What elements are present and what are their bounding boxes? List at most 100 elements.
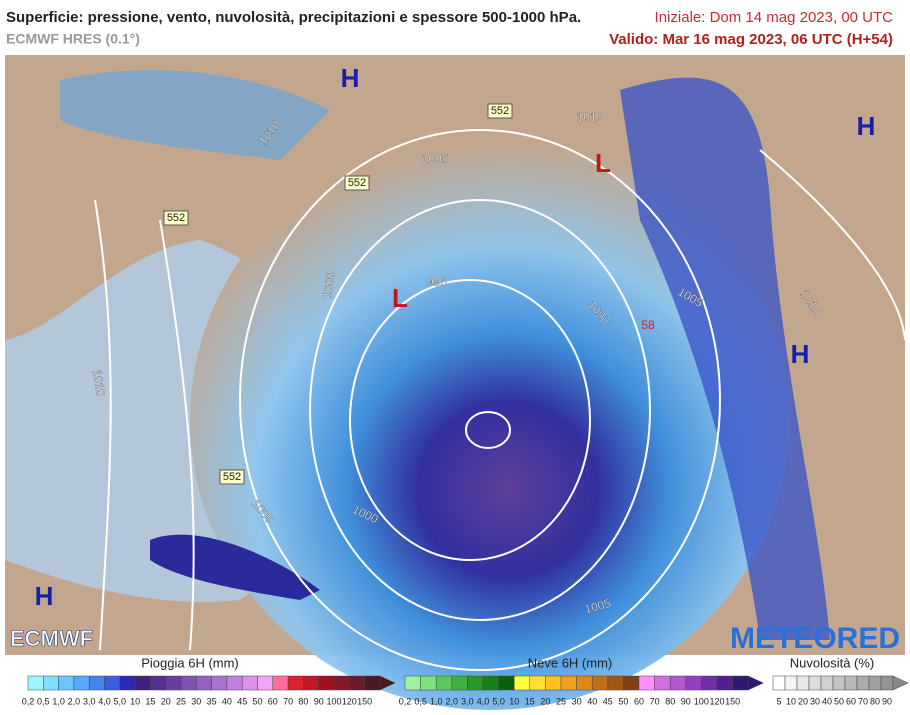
legend-label: 50 — [618, 696, 628, 706]
precip-band — [60, 70, 330, 160]
legend-label: 10 — [130, 696, 140, 706]
initial-time: Iniziale: Dom 14 mag 2023, 00 UTC — [655, 9, 894, 26]
legend-swatch — [272, 675, 289, 691]
legend-arrow — [379, 675, 396, 691]
legend-label: 70 — [650, 696, 660, 706]
legend-swatch — [498, 675, 515, 691]
isobar-label: 1010 — [577, 110, 604, 124]
legend-arrow — [892, 675, 909, 691]
cyclone — [190, 130, 790, 710]
legend-label: 1,0 — [52, 696, 65, 706]
legend-title: Neve 6H (mm) — [528, 655, 613, 670]
pressure-center: H — [857, 111, 876, 141]
legend-label: 25 — [176, 696, 186, 706]
legend-swatch — [257, 675, 274, 691]
thickness-label: 552 — [348, 177, 366, 189]
legend-swatch — [796, 675, 810, 691]
legend-swatch — [150, 675, 166, 691]
legend-label: 150 — [357, 696, 372, 706]
legend-label: 0,2 — [22, 696, 35, 706]
legend-swatch — [287, 675, 304, 691]
legend-label: 60 — [846, 696, 856, 706]
legend-swatch — [513, 675, 531, 691]
legend-swatch — [576, 675, 593, 691]
legend-label: 10 — [509, 696, 519, 706]
legend-label: 3,0 — [461, 696, 474, 706]
legend-swatch — [820, 675, 834, 691]
legend-label: 40 — [587, 696, 597, 706]
legend-label: 30 — [191, 696, 201, 706]
legend-label: 30 — [810, 696, 820, 706]
legend-label: 0,5 — [37, 696, 50, 706]
legend-swatch — [591, 675, 609, 691]
legend-swatch — [404, 675, 421, 691]
precip-band — [620, 77, 830, 640]
legend-swatch — [607, 675, 624, 691]
thickness-label: 552 — [223, 471, 241, 483]
legend-swatch — [435, 675, 453, 691]
legend-swatch — [685, 675, 702, 691]
legend-swatch — [226, 675, 243, 691]
legend-label: 0,5 — [414, 696, 427, 706]
legend-swatch — [73, 675, 90, 691]
legend-swatch — [58, 675, 75, 691]
legend-swatch — [560, 675, 577, 691]
isobar-label: 1010 — [90, 368, 108, 397]
legend-swatch — [451, 675, 468, 691]
legend-swatch — [868, 675, 882, 691]
legend-label: 45 — [603, 696, 613, 706]
thickness-box — [487, 103, 513, 119]
thickness-label: 552 — [491, 105, 509, 117]
legend-label: 4,0 — [477, 696, 490, 706]
thickness-box — [344, 175, 370, 191]
legend-swatch — [808, 675, 822, 691]
legend-swatch — [772, 675, 786, 691]
legend-label: 60 — [268, 696, 278, 706]
legend-swatch — [134, 675, 151, 691]
isobar-label: 1005 — [422, 152, 449, 166]
legend-label: 15 — [525, 696, 535, 706]
map — [5, 55, 906, 710]
legend-swatch — [104, 675, 121, 691]
isobar-label: 58 — [641, 318, 655, 332]
pressure-center: H — [35, 581, 54, 611]
legend-label: 100 — [326, 696, 341, 706]
legend-swatch — [832, 675, 846, 691]
legend-swatch — [241, 675, 258, 691]
pressure-center: H — [791, 339, 810, 369]
legend-swatch — [529, 675, 546, 691]
legend-label: 4,0 — [98, 696, 111, 706]
legend-label: 40 — [222, 696, 232, 706]
isobar-label: 1000 — [320, 270, 338, 299]
legend-swatch — [844, 675, 858, 691]
legend-label: 20 — [161, 696, 171, 706]
precip-band — [150, 534, 320, 600]
legends: Pioggia 6H (mm)0,2 0,5 1,0 2,0 3,0 4,0 5,0 10 15… — [22, 655, 909, 706]
legend-swatch — [545, 675, 562, 691]
legend-swatch — [333, 675, 350, 691]
legend-swatch — [623, 675, 640, 691]
legend-label: 80 — [870, 696, 880, 706]
legend-label: 3,0 — [83, 696, 96, 706]
legend-label: 1,0 — [430, 696, 443, 706]
pressure-center: L — [595, 148, 611, 178]
legend-label: 120 — [709, 696, 724, 706]
legend-title: Pioggia 6H (mm) — [141, 655, 239, 670]
legend-label: 2,0 — [68, 696, 81, 706]
thickness-label: 552 — [167, 212, 185, 224]
legend-label: 15 — [145, 696, 155, 706]
legend-label: 70 — [858, 696, 868, 706]
legend-label: 60 — [634, 696, 644, 706]
legend-swatch — [732, 675, 749, 691]
legend-swatch — [420, 675, 437, 691]
legend-label: 35 — [207, 696, 217, 706]
legend-swatch — [482, 675, 499, 691]
legend-label: 120 — [342, 696, 357, 706]
legend-swatch — [180, 675, 197, 691]
legend-swatch — [467, 675, 484, 691]
isobars — [94, 129, 906, 671]
legend-swatch — [349, 675, 365, 691]
legend-swatch — [303, 675, 319, 691]
legend-label: 25 — [556, 696, 566, 706]
